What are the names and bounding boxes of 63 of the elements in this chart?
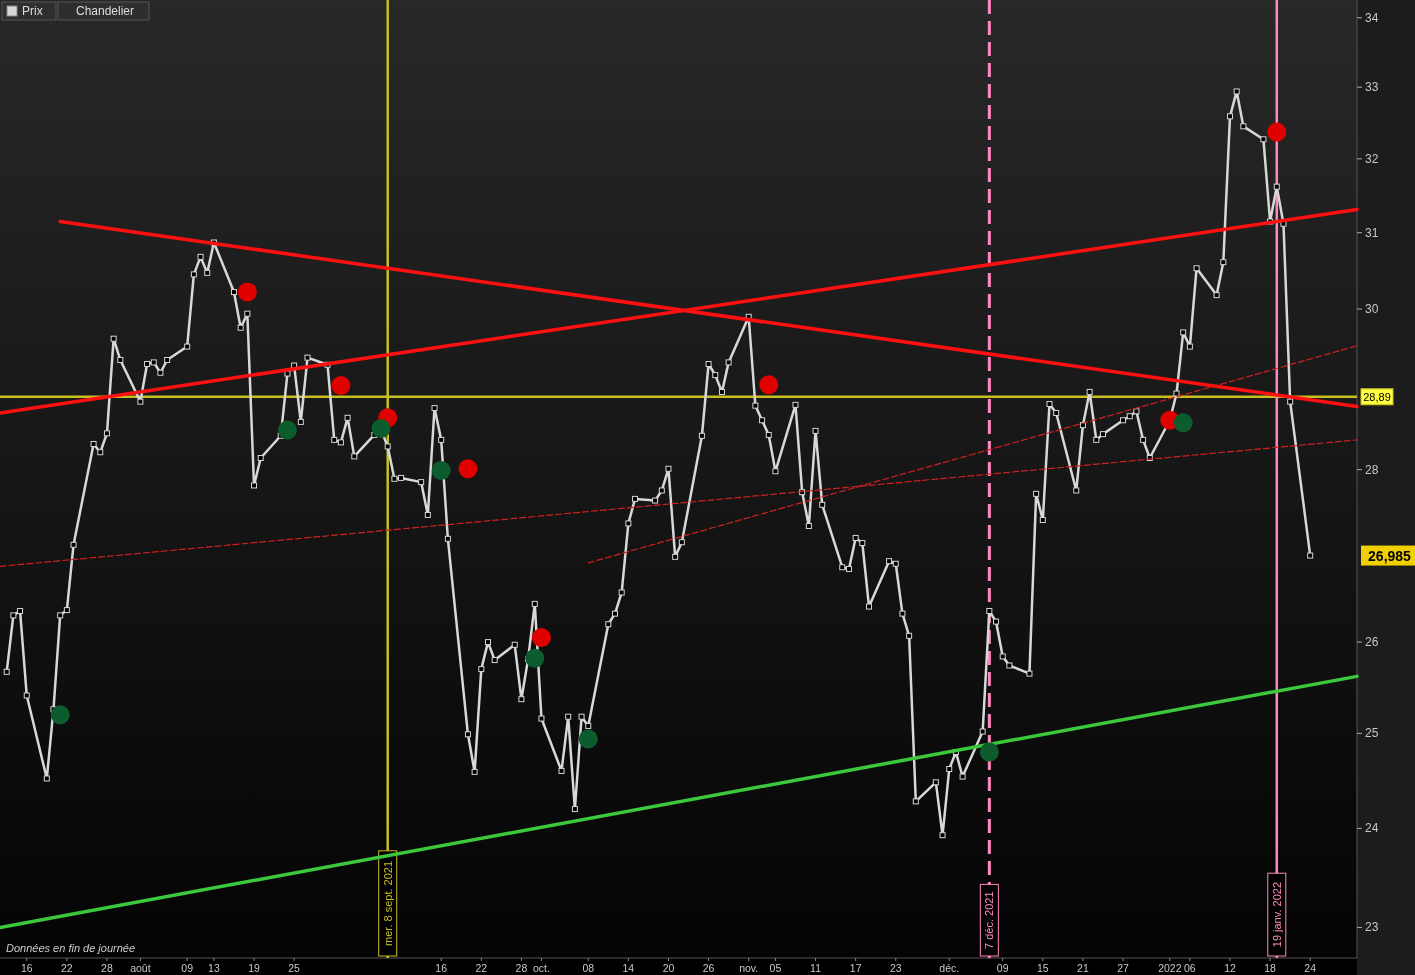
point xyxy=(50,705,70,725)
ref-line-label: 7 déc. 2021 xyxy=(983,891,996,949)
point xyxy=(531,628,551,648)
annotation: Chandelier xyxy=(76,4,135,18)
x-tick-label: 21 xyxy=(1077,962,1089,974)
x-tick-label: 23 xyxy=(889,962,902,974)
point xyxy=(1267,122,1287,142)
x-tick-label: 09 xyxy=(181,962,194,974)
x-tick-label: 28 xyxy=(515,962,528,974)
ref-line-label: 28,89 xyxy=(1363,390,1391,403)
legend-label: Prix xyxy=(22,4,43,18)
x-tick-label: 16 xyxy=(20,962,33,974)
point xyxy=(277,420,297,440)
point xyxy=(458,459,478,479)
ref-line-label: mer. 8 sept. 2021 xyxy=(381,860,394,946)
y-tick-label: 31 xyxy=(1365,225,1379,240)
x-tick-label: oct. xyxy=(532,962,550,974)
y-tick-label: 24 xyxy=(1365,821,1379,836)
point xyxy=(331,376,351,396)
x-tick-label: 24 xyxy=(1304,962,1317,974)
point xyxy=(979,742,999,762)
point xyxy=(1173,413,1193,433)
x-tick-label: août xyxy=(130,962,151,974)
y-tick-label: 28 xyxy=(1365,462,1379,477)
x-tick-label: 22 xyxy=(61,962,73,974)
y-tick-label: 33 xyxy=(1365,80,1379,95)
x-tick-label: 28 xyxy=(101,962,113,974)
point xyxy=(578,729,598,749)
y-tick-label: 30 xyxy=(1365,302,1379,317)
ref-line-label: 19 janv. 2022 xyxy=(1270,881,1283,948)
y-tick-label: 26 xyxy=(1365,635,1379,650)
x-tick-label: 2022 xyxy=(1158,962,1182,974)
x-tick-label: 11 xyxy=(810,962,822,974)
point xyxy=(759,375,779,395)
text: 26,985 xyxy=(1368,547,1412,564)
x-tick-label: 14 xyxy=(622,962,635,974)
x-tick-label: déc. xyxy=(939,962,960,974)
x-tick-label: 16 xyxy=(435,962,448,974)
x-tick-label: nov. xyxy=(739,962,759,974)
x-tick-label: 05 xyxy=(769,962,782,974)
x-tick-label: 13 xyxy=(208,962,220,974)
y-tick-label: 32 xyxy=(1365,151,1379,166)
point xyxy=(525,648,545,668)
x-tick-label: 09 xyxy=(996,962,1009,974)
y-tick-label: 23 xyxy=(1365,920,1379,935)
point xyxy=(431,460,451,480)
x-tick-label: 22 xyxy=(475,962,488,974)
x-tick-label: 12 xyxy=(1224,962,1236,974)
x-tick-label: 20 xyxy=(662,962,675,974)
x-tick-label: 18 xyxy=(1264,962,1277,974)
y-tick-label: 34 xyxy=(1365,10,1379,25)
x-tick-label: 19 xyxy=(248,962,261,974)
x-tick-label: 17 xyxy=(849,962,862,974)
x-tick-label: 06 xyxy=(1184,962,1196,974)
x-tick-label: 26 xyxy=(702,962,715,974)
x-tick-label: 27 xyxy=(1117,962,1130,974)
y-tick-label: 25 xyxy=(1365,726,1379,741)
x-tick-label: 15 xyxy=(1036,962,1049,974)
annotation: Données en fin de journée xyxy=(6,942,136,954)
point xyxy=(371,418,391,438)
x-tick-label: 08 xyxy=(582,962,595,974)
x-tick-label: 25 xyxy=(288,962,301,974)
point xyxy=(237,282,257,302)
